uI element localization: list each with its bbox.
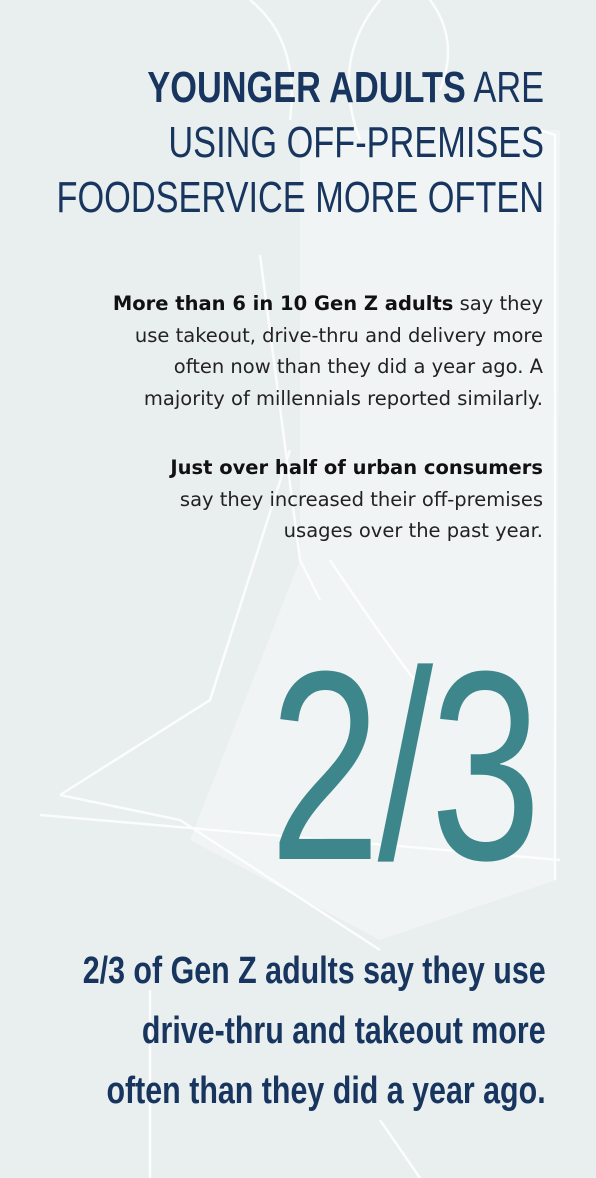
stat-caption-line: drive-thru and takeout more (142, 1010, 547, 1052)
headline-line-2: USING OFF-PREMISES (168, 118, 544, 167)
paragraph-line: often now than they did a year ago. A (113, 351, 543, 383)
headline-emphasis: YOUNGER ADULTS (147, 63, 466, 112)
headline: YOUNGER ADULTS ARE USING OFF-PREMISES FO… (0, 66, 544, 231)
paragraph-emphasis: Just over half of urban consumers (170, 456, 543, 479)
paragraph-emphasis: More than 6 in 10 Gen Z adults (112, 292, 454, 315)
paragraph-line: use takeout, drive-thru and delivery mor… (113, 320, 543, 352)
paragraph-line: Just over half of urban consumers (170, 452, 543, 484)
paragraph-line: majority of millennials reported similar… (113, 383, 543, 415)
gen-z-paragraph: More than 6 in 10 Gen Z adults say they … (113, 288, 543, 414)
paragraph-line: usages over the past year. (170, 515, 543, 547)
stat-caption-line: often than they did a year ago. (106, 1070, 546, 1112)
paragraph-text: use takeout, drive-thru and delivery mor… (134, 323, 543, 347)
big-stat-number: 2/3 (269, 616, 541, 917)
headline-line-3: FOODSERVICE MORE OFTEN (56, 173, 544, 222)
headline-line-1-rest: ARE (465, 63, 544, 112)
paragraph-line: say they increased their off-premises (170, 484, 543, 516)
paragraph-text: often now than they did a year ago. A (173, 355, 543, 378)
paragraph-line: More than 6 in 10 Gen Z adults say they (113, 288, 543, 320)
paragraph-text: say they (453, 292, 543, 315)
headline-line-1: YOUNGER ADULTS ARE (56, 66, 544, 110)
urban-consumers-paragraph: Just over half of urban consumers say th… (170, 452, 543, 547)
paragraph-text: say they increased their off-premises (179, 487, 543, 511)
stat-caption: 2/3 of Gen Z adults say they use drive-t… (0, 952, 546, 1132)
stat-caption-line: 2/3 of Gen Z adults say they use (83, 950, 546, 992)
paragraph-text: majority of millennials reported similar… (143, 386, 543, 410)
paragraph-text: usages over the past year. (283, 519, 543, 542)
